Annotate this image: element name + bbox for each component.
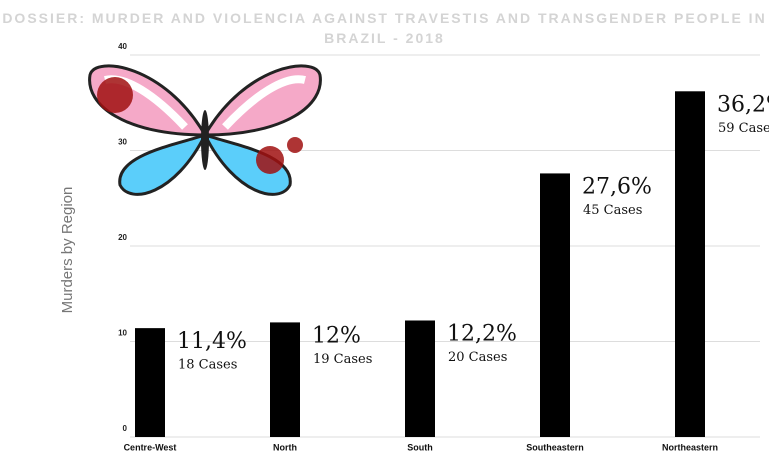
butterfly-icon	[88, 64, 322, 196]
chart-title: DOSSIER: MURDER AND VIOLENCIA AGAINST TR…	[2, 10, 767, 46]
wing	[118, 132, 208, 196]
body	[201, 110, 209, 170]
cases-label: 18 Cases	[178, 358, 237, 373]
wing-stripe	[222, 75, 306, 130]
blood	[256, 146, 284, 174]
cases-label: 19 Cases	[313, 352, 372, 367]
y-tick-label: 10	[118, 329, 127, 338]
cases-label: 20 Cases	[448, 350, 507, 365]
bar	[270, 322, 300, 437]
x-tick-label: Centre-West	[124, 442, 177, 452]
y-tick-label: 0	[123, 424, 128, 433]
x-tick-label: South	[407, 442, 433, 452]
bar	[540, 173, 570, 438]
bar	[405, 320, 435, 437]
y-tick-label: 40	[118, 42, 127, 51]
y-tick-label: 30	[118, 138, 127, 147]
y-tick-label: 20	[118, 233, 127, 242]
wing	[202, 132, 292, 196]
x-tick-label: Northeastern	[662, 442, 718, 452]
value-label: 12%	[312, 323, 361, 348]
value-label: 11,4%	[177, 329, 247, 354]
cases-label: 45 Cases	[583, 203, 642, 218]
value-label: 12,2%	[447, 321, 517, 346]
value-label: 36,2%	[717, 92, 769, 117]
x-tick-label: Southeastern	[526, 442, 584, 452]
cases-label: 59 Cases	[718, 121, 769, 136]
value-label: 27,6%	[582, 174, 652, 199]
x-tick-label: North	[273, 442, 297, 452]
bar	[135, 328, 165, 437]
blood	[287, 137, 303, 153]
blood	[97, 77, 133, 113]
bar	[675, 91, 705, 437]
y-axis-label: Murders by Region	[59, 187, 76, 314]
